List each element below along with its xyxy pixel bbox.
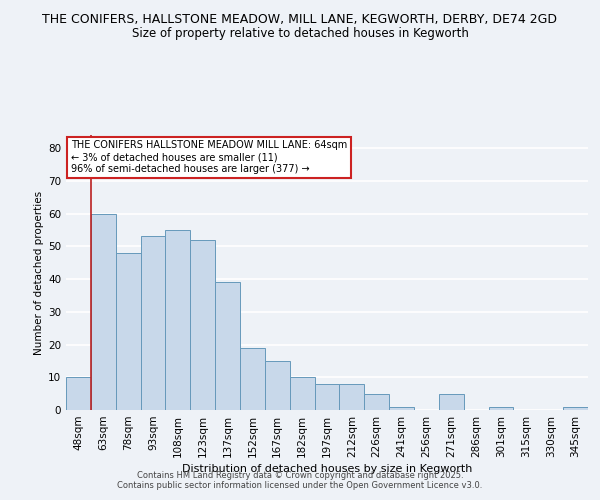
Bar bbox=[314, 384, 340, 410]
Bar bbox=[190, 240, 215, 410]
Text: Contains HM Land Registry data © Crown copyright and database right 2025.
Contai: Contains HM Land Registry data © Crown c… bbox=[118, 470, 482, 490]
Bar bbox=[240, 348, 265, 410]
Text: Size of property relative to detached houses in Kegworth: Size of property relative to detached ho… bbox=[131, 28, 469, 40]
Bar bbox=[290, 378, 314, 410]
Bar bbox=[166, 230, 190, 410]
Bar bbox=[439, 394, 464, 410]
Bar bbox=[340, 384, 364, 410]
Bar bbox=[66, 378, 91, 410]
Text: THE CONIFERS HALLSTONE MEADOW MILL LANE: 64sqm
← 3% of detached houses are small: THE CONIFERS HALLSTONE MEADOW MILL LANE:… bbox=[71, 140, 347, 173]
Text: THE CONIFERS, HALLSTONE MEADOW, MILL LANE, KEGWORTH, DERBY, DE74 2GD: THE CONIFERS, HALLSTONE MEADOW, MILL LAN… bbox=[43, 12, 557, 26]
X-axis label: Distribution of detached houses by size in Kegworth: Distribution of detached houses by size … bbox=[182, 464, 472, 474]
Y-axis label: Number of detached properties: Number of detached properties bbox=[34, 190, 44, 354]
Bar bbox=[91, 214, 116, 410]
Bar bbox=[116, 253, 140, 410]
Bar bbox=[389, 406, 414, 410]
Bar bbox=[364, 394, 389, 410]
Bar bbox=[140, 236, 166, 410]
Bar bbox=[563, 406, 588, 410]
Bar bbox=[488, 406, 514, 410]
Bar bbox=[215, 282, 240, 410]
Bar bbox=[265, 361, 290, 410]
